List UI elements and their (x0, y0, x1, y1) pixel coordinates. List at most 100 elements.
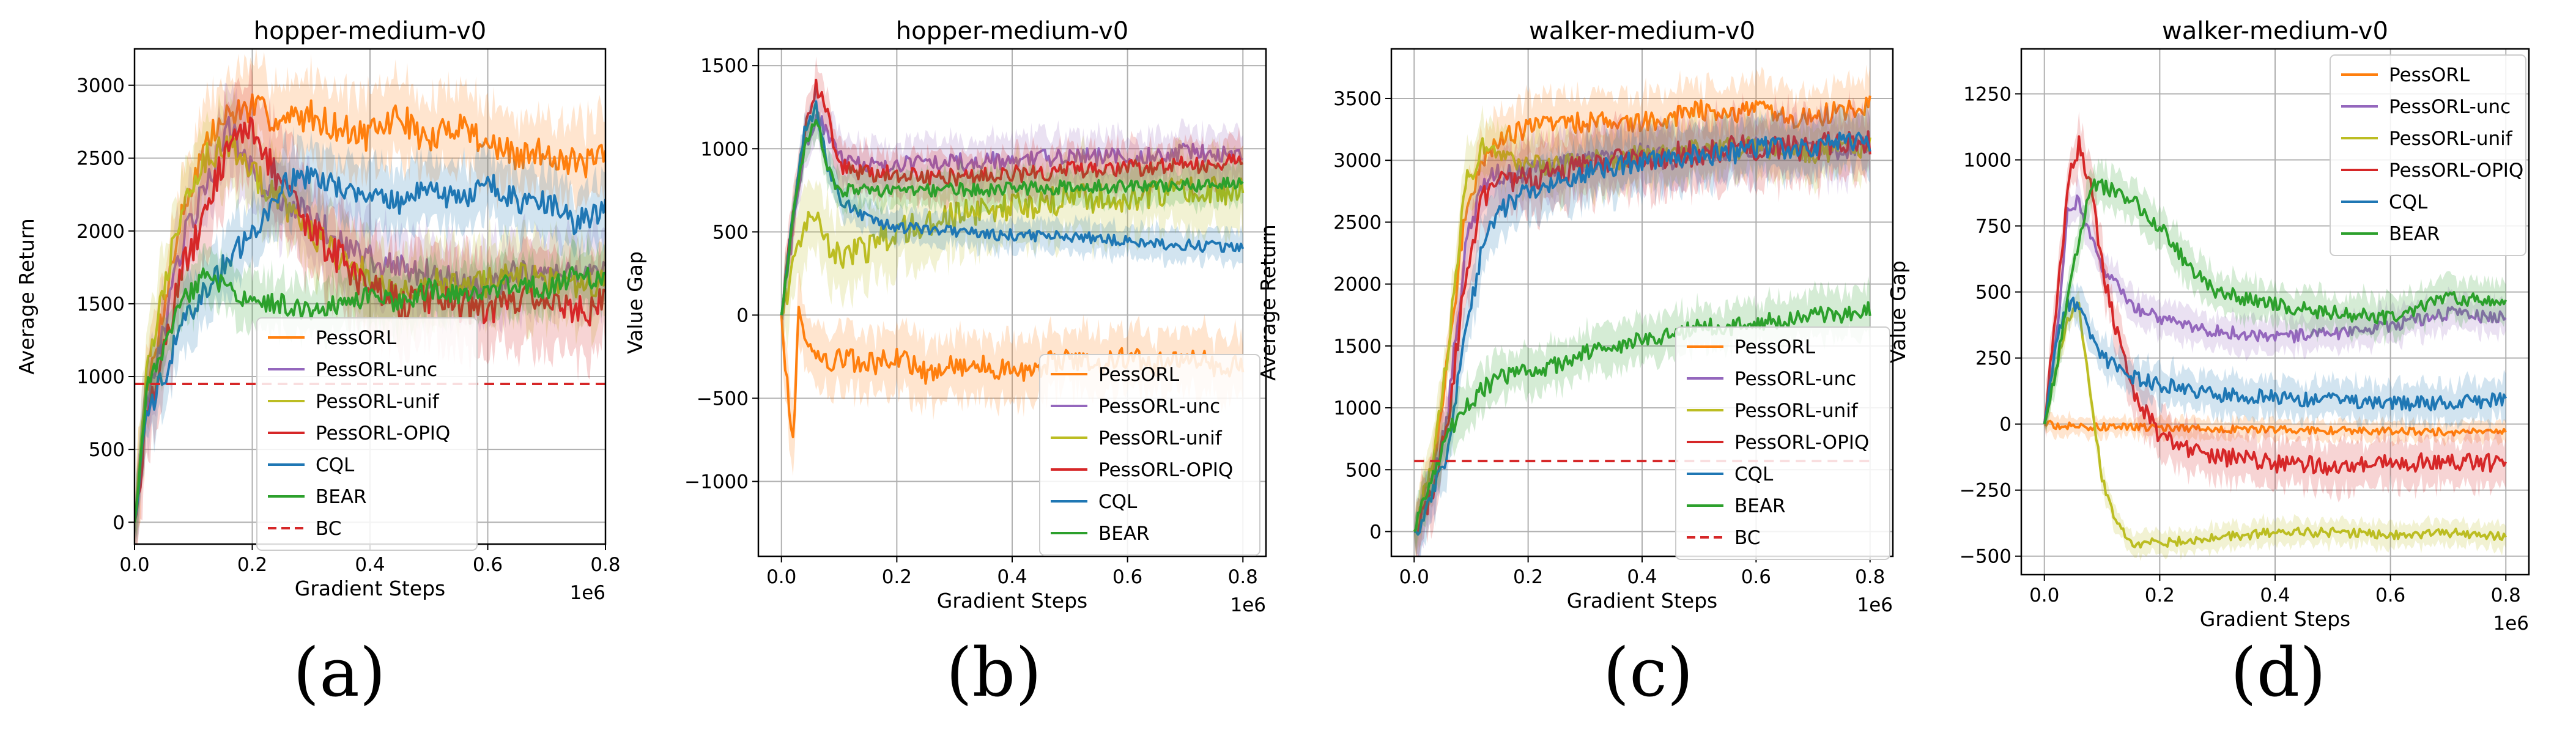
panel-caption: (b) (946, 633, 1042, 712)
x-axis-label: Gradient Steps (295, 576, 445, 600)
legend-label: PessORL-unc (316, 359, 437, 381)
x-axis-label: Gradient Steps (2200, 607, 2350, 631)
legend-label: PessORL-OPIQ (2389, 160, 2523, 182)
series-line-pessorl-unif (2043, 301, 2508, 549)
series-band-pessorl (135, 49, 605, 544)
series-band-pessorl-opiq (1414, 89, 1870, 556)
legend: PessORL PessORL-unc PessORL-unif PessORL-OP… (1039, 354, 1260, 556)
legend-label: CQL (2389, 191, 2428, 213)
legend-label: PessORL-unif (1734, 400, 1859, 422)
x-tick-label: 0.0 (1399, 566, 1429, 588)
x-offset-label: 1e6 (1857, 594, 1893, 616)
chart-panel-4: 0.0 0.2 0.4 0.6 0.8 −500 −250 0 250 500 750 1000 125… (1886, 17, 2530, 712)
series-line-pessorl-opiq (1413, 130, 1871, 534)
series-line-pessorl-unc (2043, 194, 2507, 425)
x-tick-label: 0.4 (997, 566, 1027, 588)
series-line-pessorl-unc (780, 111, 1244, 315)
legend: PessORL PessORL-unc PessORL-unif PessORL-OP… (1675, 326, 1890, 560)
series-band-pessorl-unc (781, 92, 1243, 334)
legend-label: PessORL-unc (2389, 96, 2511, 118)
y-tick-label: 2000 (76, 221, 125, 243)
chart-panel-1: 0.0 0.2 0.4 0.6 0.8 0 500 1000 1500 2000 2500 3000 1… (15, 17, 621, 712)
x-tick-label: 0.8 (1855, 566, 1885, 588)
y-axis-label: Value Gap (1886, 260, 1910, 363)
y-tick-label: 2500 (76, 148, 125, 170)
x-tick-label: 0.2 (237, 554, 267, 576)
chart-title: walker-medium-v0 (1529, 17, 1755, 45)
y-tick-label: 0 (113, 512, 125, 534)
x-tick-label: 0.4 (1627, 566, 1657, 588)
series-line-cql (780, 100, 1245, 315)
y-tick-label: 1000 (700, 138, 749, 160)
y-axis-label: Average Return (1256, 224, 1280, 381)
legend-label: BEAR (316, 486, 367, 508)
series-band-pessorl-unc (2044, 174, 2506, 430)
series-line-bear (1413, 301, 1871, 532)
series-line-pessorl-opiq (2043, 135, 2508, 476)
legend: PessORL PessORL-unc PessORL-unif PessORL-OP… (2330, 54, 2526, 256)
x-tick-label: 0.6 (1112, 566, 1142, 588)
legend-label: PessORL-unif (2389, 128, 2513, 150)
series-line-pessorl-opiq (780, 78, 1244, 315)
series-line-cql (1414, 131, 1871, 536)
plot-area (2043, 111, 2508, 561)
y-tick-label: 250 (1975, 348, 2012, 370)
legend-label: BC (1734, 527, 1760, 549)
series-line-cql (135, 165, 605, 523)
y-tick-label: 0 (1999, 414, 2012, 436)
series-band-cql (2044, 281, 2506, 434)
x-offset-label: 1e6 (569, 582, 605, 604)
legend-label: PessORL-OPIQ (1098, 459, 1233, 481)
x-tick-label: 0.0 (119, 554, 149, 576)
y-tick-label: 0 (736, 304, 749, 326)
y-tick-label: 0 (1369, 521, 1382, 543)
y-tick-label: 1000 (1963, 150, 2012, 172)
panel-caption: (c) (1603, 633, 1693, 712)
y-tick-label: 500 (712, 221, 749, 243)
y-tick-label: 1000 (1333, 397, 1382, 419)
x-tick-label: 0.6 (1741, 566, 1771, 588)
y-tick-label: 2500 (1333, 212, 1382, 234)
series-line-cql (2043, 296, 2508, 425)
y-tick-label: 3500 (1333, 88, 1382, 110)
x-tick-label: 0.8 (1228, 566, 1258, 588)
x-offset-label: 1e6 (1230, 594, 1266, 616)
legend-label: CQL (1734, 463, 1774, 485)
legend-label: BEAR (1734, 495, 1786, 517)
y-tick-label: 1500 (76, 293, 125, 315)
legend-label: BEAR (2389, 223, 2440, 245)
legend-label: PessORL-unif (316, 391, 440, 413)
x-tick-label: 0.2 (2145, 584, 2175, 606)
plot-area (780, 56, 1245, 476)
y-tick-label: 3000 (1333, 150, 1382, 172)
x-tick-label: 0.6 (2375, 584, 2405, 606)
series-band-bear (135, 237, 605, 537)
legend-label: PessORL-unif (1098, 427, 1223, 449)
series-line-pessorl (2043, 419, 2507, 437)
x-tick-label: 0.0 (2029, 584, 2059, 606)
y-tick-label: 1250 (1963, 83, 2012, 105)
legend-label: PessORL (1734, 336, 1816, 358)
legend-label: BEAR (1098, 523, 1150, 545)
series-line-bear (2043, 178, 2508, 425)
y-tick-label: −500 (1960, 546, 2012, 568)
y-tick-label: −250 (1960, 480, 2012, 502)
plot-area (135, 49, 605, 544)
series-line-bear (135, 266, 605, 523)
legend-label: BC (316, 518, 341, 540)
y-tick-label: 500 (1975, 282, 2012, 304)
x-tick-label: 0.2 (1513, 566, 1543, 588)
legend: PessORL PessORL-unc PessORL-unif PessORL-OP… (256, 317, 478, 551)
series-band-pessorl-unc (135, 83, 605, 540)
legend-box (1675, 326, 1890, 560)
series-band-cql (1414, 101, 1870, 556)
y-axis-label: Average Return (15, 218, 39, 375)
y-tick-label: 1500 (700, 55, 749, 77)
series-band-pessorl-opiq (135, 63, 605, 544)
x-tick-label: 0.8 (2491, 584, 2521, 606)
legend-label: PessORL-unc (1098, 396, 1220, 418)
series-line-pessorl (135, 93, 605, 523)
y-axis-label: Value Gap (623, 251, 647, 354)
y-tick-label: −1000 (684, 471, 749, 493)
